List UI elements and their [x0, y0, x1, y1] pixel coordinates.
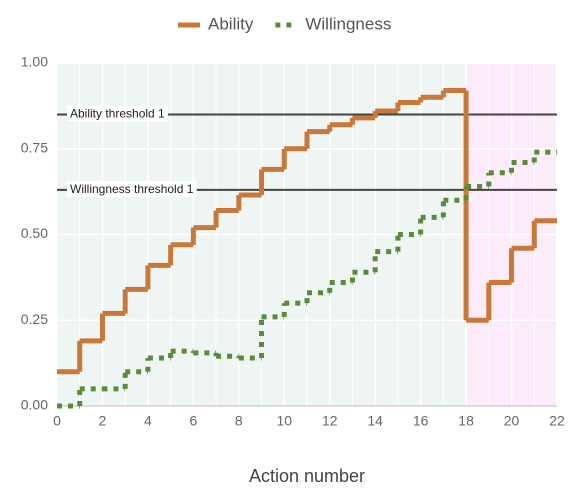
x-tick-label: 22 [549, 413, 565, 429]
threshold-label-bg [67, 181, 197, 198]
x-tick-label: 10 [276, 413, 292, 429]
y-tick-label: 1.00 [21, 54, 48, 70]
threshold-label-bg [67, 105, 169, 122]
threshold-label: Ability threshold 1 [70, 107, 165, 121]
x-tick-label: 4 [144, 413, 152, 429]
legend-label: Ability [208, 14, 254, 33]
x-axis-title: Action number [249, 466, 365, 486]
threshold-label: Willingness threshold 1 [70, 182, 194, 196]
x-tick-label: 2 [99, 413, 107, 429]
x-tick-label: 18 [458, 413, 474, 429]
x-tick-label: 8 [235, 413, 243, 429]
x-tick-label: 14 [367, 413, 383, 429]
y-tick-label: 0.00 [21, 397, 48, 413]
y-tick-label: 0.50 [21, 225, 48, 241]
legend-label: Willingness [305, 14, 391, 33]
x-tick-label: 6 [189, 413, 197, 429]
x-tick-label: 0 [53, 413, 61, 429]
x-tick-label: 12 [322, 413, 338, 429]
y-tick-label: 0.25 [21, 311, 48, 327]
x-tick-label: 16 [413, 413, 429, 429]
x-tick-label: 20 [504, 413, 520, 429]
y-tick-label: 0.75 [21, 139, 48, 155]
